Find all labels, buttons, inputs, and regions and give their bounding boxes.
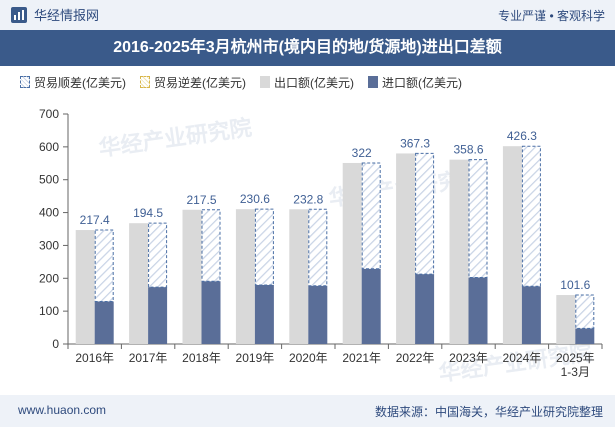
export-bar-9 xyxy=(556,295,576,344)
import-bar-1 xyxy=(148,287,168,344)
data-label-5: 322 xyxy=(352,146,372,160)
y-tick-label-3: 300 xyxy=(39,238,59,252)
brand[interactable]: 华经情报网 xyxy=(10,5,99,24)
watermark-0: 华经产业研究院 xyxy=(97,115,253,161)
y-tick-label-7: 700 xyxy=(39,107,59,121)
footer: www.huaon.com 数据来源：中国海关，华经产业研究院整理 xyxy=(0,395,615,427)
brand-logo-icon xyxy=(11,6,27,23)
y-tick-label-0: 0 xyxy=(52,337,59,351)
import-bar-0 xyxy=(94,301,114,344)
legend-item-deficit[interactable]: 贸易逆差(亿美元) xyxy=(140,74,246,91)
export-bar-1 xyxy=(129,223,149,344)
surplus-bar-8 xyxy=(521,145,541,287)
y-tick-label-1: 100 xyxy=(39,304,59,318)
x-tick-label-7: 2023年 xyxy=(449,351,488,365)
chart-title: 2016-2025年3月杭州市(境内目的地/货源地)进出口差额 xyxy=(113,39,502,56)
top-bar: 华经情报网 专业严谨 • 客观科学 xyxy=(0,0,615,30)
legend-label-deficit: 贸易逆差(亿美元) xyxy=(154,75,246,90)
x-tick-label-2: 2018年 xyxy=(182,351,221,365)
legend-item-export[interactable]: 出口额(亿美元) xyxy=(260,74,354,91)
legend-swatch-import xyxy=(368,76,378,88)
export-bar-3 xyxy=(235,209,255,344)
import-bar-7 xyxy=(468,277,488,344)
surplus-bar-1 xyxy=(148,222,168,288)
surplus-bar-9 xyxy=(575,294,595,329)
legend-swatch-deficit xyxy=(140,76,150,88)
export-bar-4 xyxy=(289,209,309,344)
export-bar-6 xyxy=(396,153,416,344)
x-tick-label-4: 2020年 xyxy=(289,351,328,365)
import-bar-5 xyxy=(361,268,381,344)
x-tick-label-3: 2019年 xyxy=(236,351,275,365)
surplus-bar-6 xyxy=(415,152,435,275)
data-label-2: 217.5 xyxy=(186,193,216,207)
data-label-4: 232.8 xyxy=(293,192,323,206)
slogan: 专业严谨 • 客观科学 xyxy=(498,9,605,23)
export-bar-5 xyxy=(342,162,362,344)
import-bar-6 xyxy=(415,274,435,344)
data-label-1: 194.5 xyxy=(133,206,163,220)
legend-item-surplus[interactable]: 贸易顺差(亿美元) xyxy=(20,74,126,91)
legend: 贸易顺差(亿美元) 贸易逆差(亿美元) 出口额(亿美元) 进口额(亿美元) xyxy=(20,72,476,92)
legend-label-import: 进口额(亿美元) xyxy=(382,75,462,90)
y-tick-label-5: 500 xyxy=(39,173,59,187)
surplus-bar-5 xyxy=(361,162,381,270)
surplus-bar-2 xyxy=(201,209,221,282)
import-bar-8 xyxy=(521,286,541,344)
legend-swatch-surplus xyxy=(20,76,30,88)
import-bar-9 xyxy=(575,328,595,344)
data-label-8: 426.3 xyxy=(507,129,537,143)
brand-name: 华经情报网 xyxy=(34,8,100,23)
data-label-6: 367.3 xyxy=(400,136,430,150)
import-bar-3 xyxy=(254,284,274,344)
surplus-bar-7 xyxy=(468,159,488,278)
legend-item-import[interactable]: 进口额(亿美元) xyxy=(368,74,462,91)
data-label-0: 217.4 xyxy=(80,213,110,227)
x-tick-label-1: 2017年 xyxy=(129,351,168,365)
export-bar-0 xyxy=(75,230,95,344)
x-tick-label-5: 2021年 xyxy=(342,351,381,365)
export-bar-8 xyxy=(502,146,522,344)
import-bar-2 xyxy=(201,281,221,344)
title-bar: 2016-2025年3月杭州市(境内目的地/货源地)进出口差额 xyxy=(0,30,615,66)
x-tick-label-9: 2025年 1-3月 xyxy=(556,351,595,379)
legend-label-export: 出口额(亿美元) xyxy=(274,75,354,90)
export-bar-7 xyxy=(449,159,469,344)
y-tick-label-4: 400 xyxy=(39,206,59,220)
x-tick-label-0: 2016年 xyxy=(75,351,114,365)
surplus-bar-4 xyxy=(308,208,328,287)
legend-swatch-export xyxy=(260,76,270,88)
legend-label-surplus: 贸易顺差(亿美元) xyxy=(34,75,126,90)
surplus-bar-0 xyxy=(94,229,114,302)
data-label-9: 101.6 xyxy=(560,278,590,292)
y-tick-label-2: 200 xyxy=(39,271,59,285)
data-label-3: 230.6 xyxy=(240,192,270,206)
footer-source: 数据来源：中国海关，华经产业研究院整理 xyxy=(374,405,603,419)
x-tick-label-6: 2022年 xyxy=(396,351,435,365)
data-label-7: 358.6 xyxy=(453,143,483,157)
x-tick-label-8: 2024年 xyxy=(503,351,542,365)
import-bar-4 xyxy=(308,285,328,344)
y-tick-label-6: 600 xyxy=(39,140,59,154)
surplus-bar-3 xyxy=(254,208,274,286)
bar-chart: 华经产业研究院华经产业研究院华经产业研究院0100200300400500600… xyxy=(39,107,603,386)
export-bar-2 xyxy=(182,209,202,344)
footer-website[interactable]: www.huaon.com xyxy=(18,403,107,417)
